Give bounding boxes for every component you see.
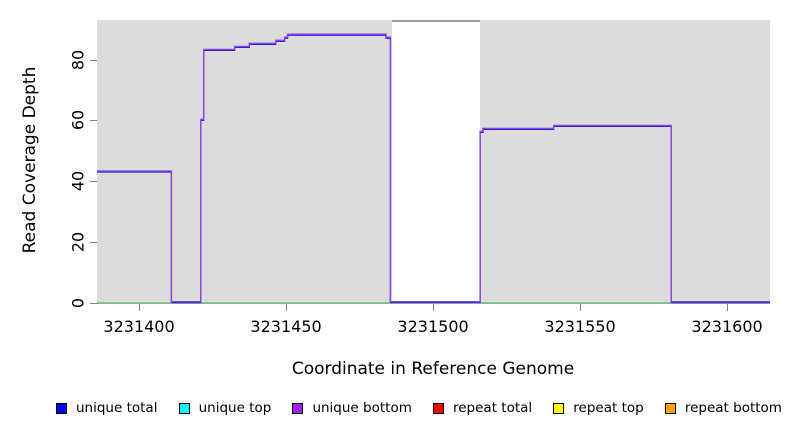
legend-label: repeat total bbox=[452, 400, 533, 416]
legend-swatch-icon bbox=[56, 402, 67, 414]
legend-swatch-icon bbox=[664, 402, 676, 414]
uncovered-region-mask bbox=[391, 20, 481, 304]
legend-item-repeat-bottom: repeat bottom bbox=[664, 400, 782, 416]
y-tick-label: 40 bbox=[68, 170, 88, 192]
legend-label: repeat top bbox=[573, 400, 644, 416]
y-tick-label: 0 bbox=[68, 297, 88, 308]
plot-area bbox=[97, 20, 770, 304]
legend-item-repeat-top: repeat top bbox=[553, 400, 644, 416]
x-tick-label: 3231450 bbox=[250, 317, 322, 336]
legend-swatch-icon bbox=[432, 402, 444, 414]
legend-item-unique-total: unique total bbox=[56, 400, 157, 416]
legend-item-repeat-total: repeat total bbox=[432, 400, 533, 416]
legend: unique total unique top unique bottom repea… bbox=[56, 400, 782, 416]
coverage-lines-svg bbox=[97, 33, 770, 304]
legend-item-unique-top: unique top bbox=[178, 400, 272, 416]
legend-item-unique-bottom: unique bottom bbox=[292, 400, 412, 416]
y-tick-label: 20 bbox=[68, 231, 88, 253]
legend-label: unique bottom bbox=[312, 400, 412, 416]
legend-label: unique top bbox=[198, 400, 272, 416]
coverage-line-unique-bottom bbox=[97, 33, 770, 303]
x-tick-label: 3231500 bbox=[397, 317, 469, 336]
legend-swatch-icon bbox=[178, 402, 190, 414]
y-tick-mark bbox=[90, 120, 97, 122]
x-axis-title: Coordinate in Reference Genome bbox=[291, 359, 575, 379]
x-tick-label: 3231600 bbox=[691, 317, 763, 336]
y-tick-label: 80 bbox=[68, 49, 88, 70]
x-tick-label: 3231400 bbox=[103, 317, 175, 336]
x-tick-mark bbox=[286, 304, 288, 311]
coverage-line-unique-total bbox=[97, 34, 770, 304]
x-tick-mark bbox=[727, 304, 729, 311]
y-tick-mark bbox=[90, 302, 97, 304]
y-tick-label: 60 bbox=[68, 110, 88, 131]
legend-label: repeat bottom bbox=[684, 400, 782, 416]
legend-label: unique total bbox=[76, 400, 158, 416]
x-tick-mark bbox=[580, 304, 582, 311]
y-tick-mark bbox=[90, 241, 97, 243]
y-tick-mark bbox=[90, 59, 97, 61]
x-tick-label: 3231550 bbox=[544, 317, 616, 336]
legend-swatch-icon bbox=[553, 402, 565, 414]
x-tick-mark bbox=[433, 304, 435, 311]
y-tick-mark bbox=[90, 181, 97, 183]
y-axis-title: Read Coverage Depth bbox=[20, 66, 40, 254]
legend-swatch-icon bbox=[292, 402, 304, 414]
x-tick-mark bbox=[139, 304, 141, 311]
